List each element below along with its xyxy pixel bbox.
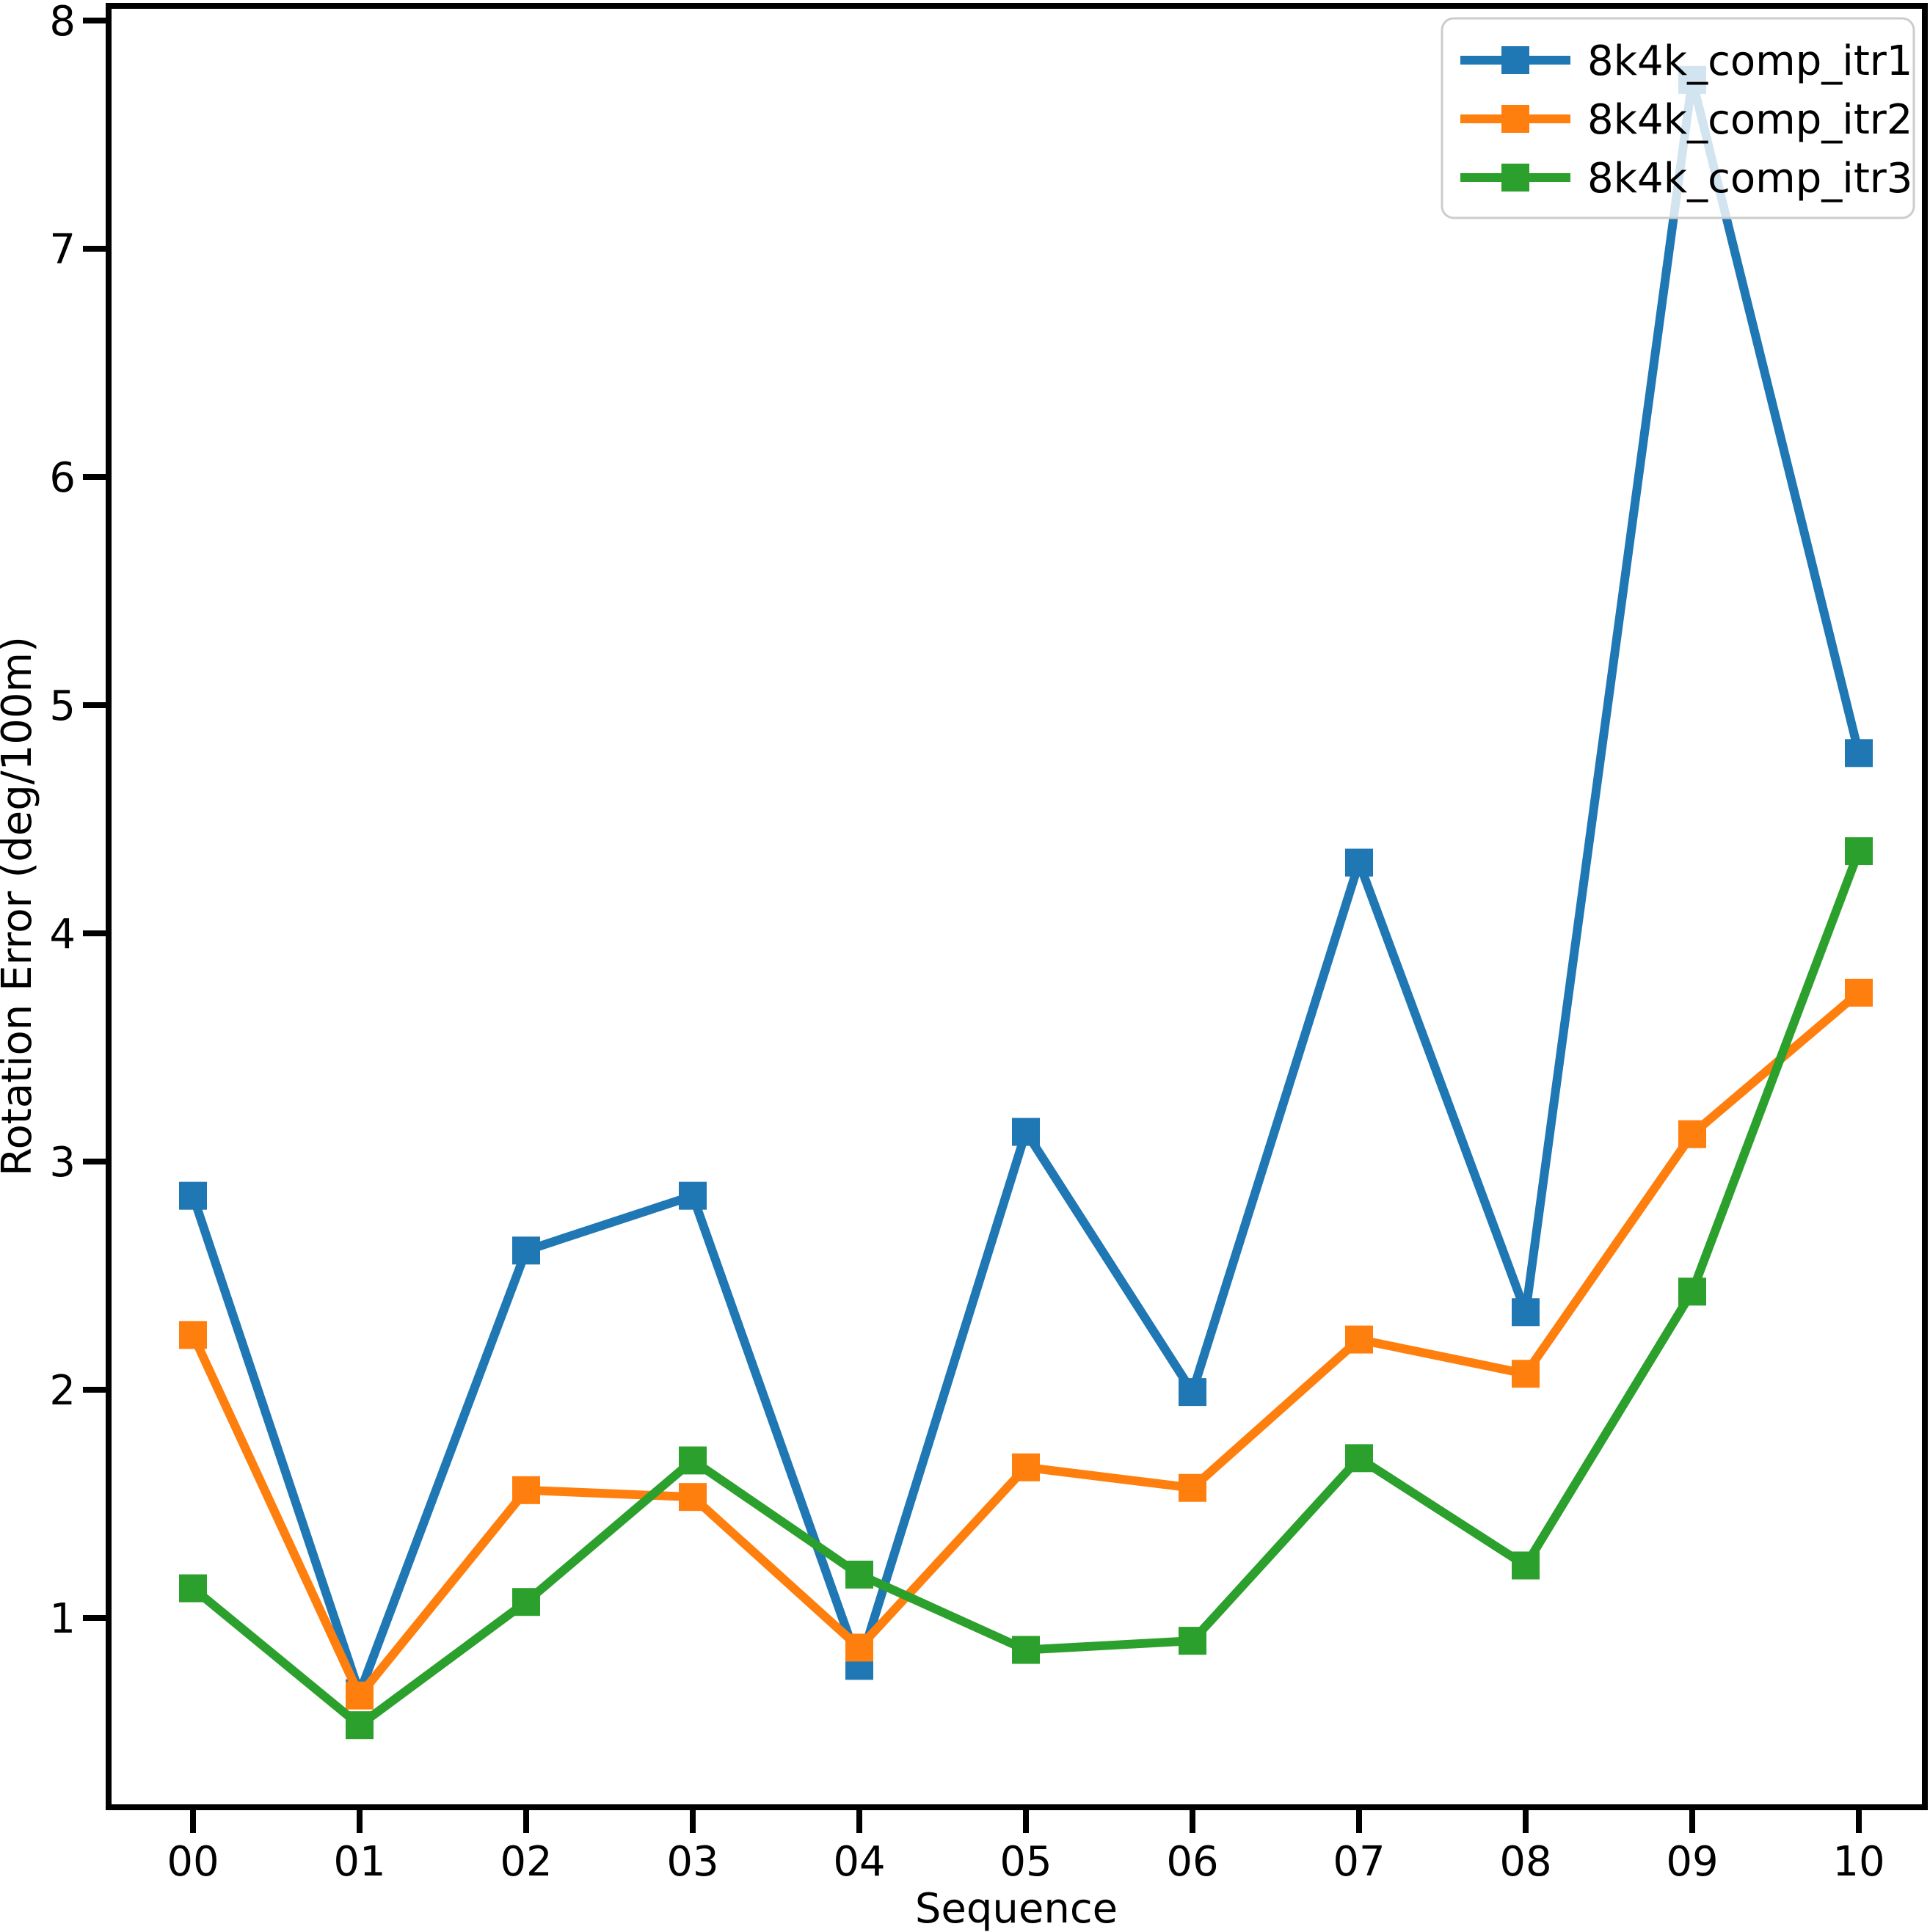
- x-tick-label: 05: [999, 1838, 1052, 1886]
- plot-series: [179, 65, 1873, 1740]
- data-point-marker: [346, 1681, 374, 1710]
- data-point-marker: [1845, 978, 1873, 1007]
- legend-marker-sample: [1501, 46, 1529, 74]
- data-point-marker: [179, 1574, 207, 1603]
- data-point-marker: [512, 1588, 540, 1616]
- legend-label: 8k4k_comp_itr3: [1587, 155, 1912, 203]
- y-tick-label: 5: [49, 682, 76, 730]
- data-point-marker: [1179, 1378, 1206, 1407]
- y-tick-label: 8: [49, 0, 76, 45]
- legend-marker-sample: [1501, 164, 1529, 192]
- data-point-marker: [1345, 1444, 1373, 1473]
- data-point-marker: [679, 1446, 707, 1475]
- data-point-marker: [1845, 837, 1873, 866]
- data-point-marker: [512, 1236, 540, 1265]
- y-tick-label: 2: [49, 1367, 76, 1415]
- data-point-marker: [1845, 739, 1873, 768]
- data-point-marker: [1512, 1298, 1540, 1327]
- data-point-marker: [1345, 1325, 1373, 1354]
- y-tick-label: 3: [49, 1139, 76, 1186]
- y-axis-ticks: 1 2 3 4 5 6 7 8: [49, 0, 109, 1643]
- x-tick-label: 02: [500, 1838, 552, 1886]
- x-tick-label: 08: [1499, 1838, 1551, 1886]
- series-line-8k4k_comp_itr1: [189, 75, 1863, 1698]
- x-tick-label: 07: [1333, 1838, 1385, 1886]
- x-tick-label: 04: [833, 1838, 885, 1886]
- y-tick-label: 1: [49, 1595, 76, 1643]
- x-tick-label: 06: [1166, 1838, 1218, 1886]
- legend-entry-8k4k_comp_itr3: 8k4k_comp_itr3: [1460, 155, 1912, 203]
- legend: 8k4k_comp_itr1 8k4k_comp_itr2 8k4k_comp_it…: [1441, 17, 1915, 219]
- legend-entry-8k4k_comp_itr1: 8k4k_comp_itr1: [1460, 37, 1912, 85]
- data-point-marker: [179, 1321, 207, 1349]
- y-tick-label: 4: [49, 911, 76, 958]
- x-tick-label: 09: [1666, 1838, 1718, 1886]
- legend-label: 8k4k_comp_itr1: [1587, 37, 1912, 85]
- y-axis-label: Rotation Error (deg/100m): [0, 636, 41, 1176]
- data-point-marker: [1345, 848, 1373, 877]
- series-markers-8k4k_comp_itr2: [179, 978, 1873, 1710]
- axes-frame: [106, 3, 1928, 1810]
- data-point-marker: [1512, 1551, 1540, 1580]
- data-point-marker: [1012, 1453, 1040, 1481]
- data-point-marker: [845, 1560, 873, 1589]
- x-tick-label: 03: [666, 1838, 718, 1886]
- legend-entry-8k4k_comp_itr2: 8k4k_comp_itr2: [1460, 96, 1912, 144]
- data-point-marker: [512, 1476, 540, 1504]
- data-point-marker: [1678, 1277, 1706, 1306]
- legend-marker-sample: [1501, 105, 1529, 133]
- x-tick-label: 10: [1832, 1838, 1885, 1886]
- data-point-marker: [1512, 1360, 1540, 1388]
- legend-box: [1441, 17, 1915, 219]
- data-point-marker: [346, 1711, 374, 1740]
- data-point-marker: [179, 1181, 207, 1210]
- x-axis-ticks: 00 01 02 03 04 05 06 07 08 09 10: [167, 1807, 1885, 1886]
- data-point-marker: [1012, 1118, 1040, 1146]
- data-point-marker: [1179, 1473, 1206, 1502]
- data-point-marker: [679, 1181, 707, 1210]
- data-point-marker: [679, 1483, 707, 1512]
- series-line-8k4k_comp_itr2: [189, 989, 1862, 1700]
- data-point-marker: [1012, 1636, 1040, 1664]
- legend-label: 8k4k_comp_itr2: [1587, 96, 1912, 144]
- data-point-marker: [1678, 1120, 1706, 1148]
- series-markers-8k4k_comp_itr3: [179, 837, 1873, 1740]
- x-axis-label: Sequence: [915, 1885, 1118, 1932]
- data-point-marker: [845, 1633, 873, 1662]
- data-point-marker: [1179, 1627, 1206, 1655]
- x-tick-label: 01: [333, 1838, 385, 1886]
- y-tick-label: 7: [49, 226, 76, 274]
- y-tick-label: 6: [49, 454, 76, 502]
- x-tick-label: 00: [167, 1838, 219, 1886]
